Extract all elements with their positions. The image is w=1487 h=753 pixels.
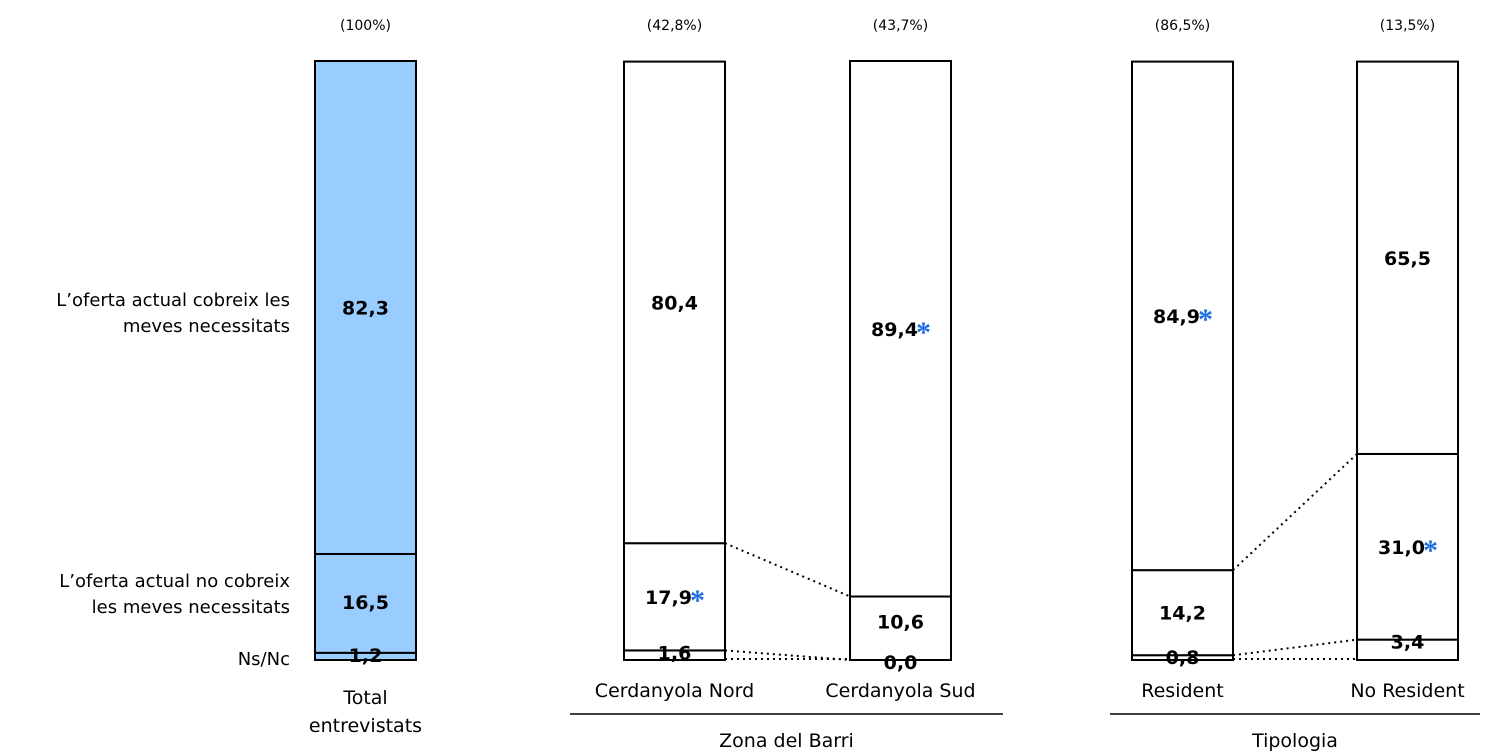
value-label-2-0: 0,0 xyxy=(884,652,918,674)
connector-line-no-0 xyxy=(724,542,851,598)
value-label-4-0: 3,4 xyxy=(1391,632,1425,654)
category-label-3-0: Resident xyxy=(1141,680,1223,702)
significance-marker-1-1: * xyxy=(690,584,705,617)
category-share-1: (42,8%) xyxy=(647,18,702,34)
legend-label-1: meves necessitats xyxy=(123,316,290,337)
connector-line-no-1 xyxy=(1232,453,1358,571)
category-label-1-0: Cerdanyola Nord xyxy=(595,680,754,702)
value-label-0-2: 82,3 xyxy=(342,297,389,319)
group-label-1: Tipologia xyxy=(1251,730,1338,752)
connector-line-nsnc-1 xyxy=(1232,638,1358,657)
category-share-3: (86,5%) xyxy=(1155,18,1210,34)
category-label-0-0: Total xyxy=(342,687,387,709)
bar-segment-0-1 xyxy=(314,552,417,654)
bar-segment-1-2 xyxy=(623,60,726,545)
significance-marker-3-2: * xyxy=(1198,303,1213,336)
value-label-1-1: 17,9 xyxy=(645,587,692,609)
value-label-3-0: 0,8 xyxy=(1166,647,1200,669)
legend-label-3: les meves necessitats xyxy=(92,597,290,618)
category-label-0-1: entrevistats xyxy=(309,715,422,737)
category-share-4: (13,5%) xyxy=(1380,18,1435,34)
legend-label-2: L’oferta actual no cobreix xyxy=(59,571,290,592)
category-share-0: (100%) xyxy=(340,18,391,34)
significance-marker-4-1: * xyxy=(1423,534,1438,567)
value-label-2-1: 10,6 xyxy=(877,612,924,634)
bar-segment-3-1 xyxy=(1131,569,1234,657)
value-label-3-1: 14,2 xyxy=(1159,603,1206,625)
value-label-1-0: 1,6 xyxy=(658,642,692,664)
value-label-4-1: 31,0 xyxy=(1378,537,1425,559)
category-label-2-0: Cerdanyola Sud xyxy=(825,680,975,702)
group-label-0: Zona del Barri xyxy=(719,730,854,752)
value-label-1-2: 80,4 xyxy=(651,292,698,314)
bar-segment-4-2 xyxy=(1356,60,1459,455)
legend-label-4: Ns/Nc xyxy=(238,649,290,670)
category-share-2: (43,7%) xyxy=(873,18,928,34)
value-label-4-2: 65,5 xyxy=(1384,248,1431,270)
bar-segment-2-2 xyxy=(849,60,952,598)
value-label-0-1: 16,5 xyxy=(342,592,389,614)
value-label-2-2: 89,4 xyxy=(871,319,918,341)
legend-label-0: L’oferta actual cobreix les xyxy=(56,290,290,311)
value-label-3-2: 84,9 xyxy=(1153,306,1200,328)
bar-segment-3-2 xyxy=(1131,60,1234,572)
bar-segment-4-1 xyxy=(1356,452,1459,641)
bar-segment-0-2 xyxy=(314,60,417,555)
category-label-4-0: No Resident xyxy=(1350,680,1464,702)
significance-marker-2-2: * xyxy=(916,316,931,349)
bar-segment-2-1 xyxy=(849,595,952,661)
value-label-0-0: 1,2 xyxy=(349,645,383,667)
